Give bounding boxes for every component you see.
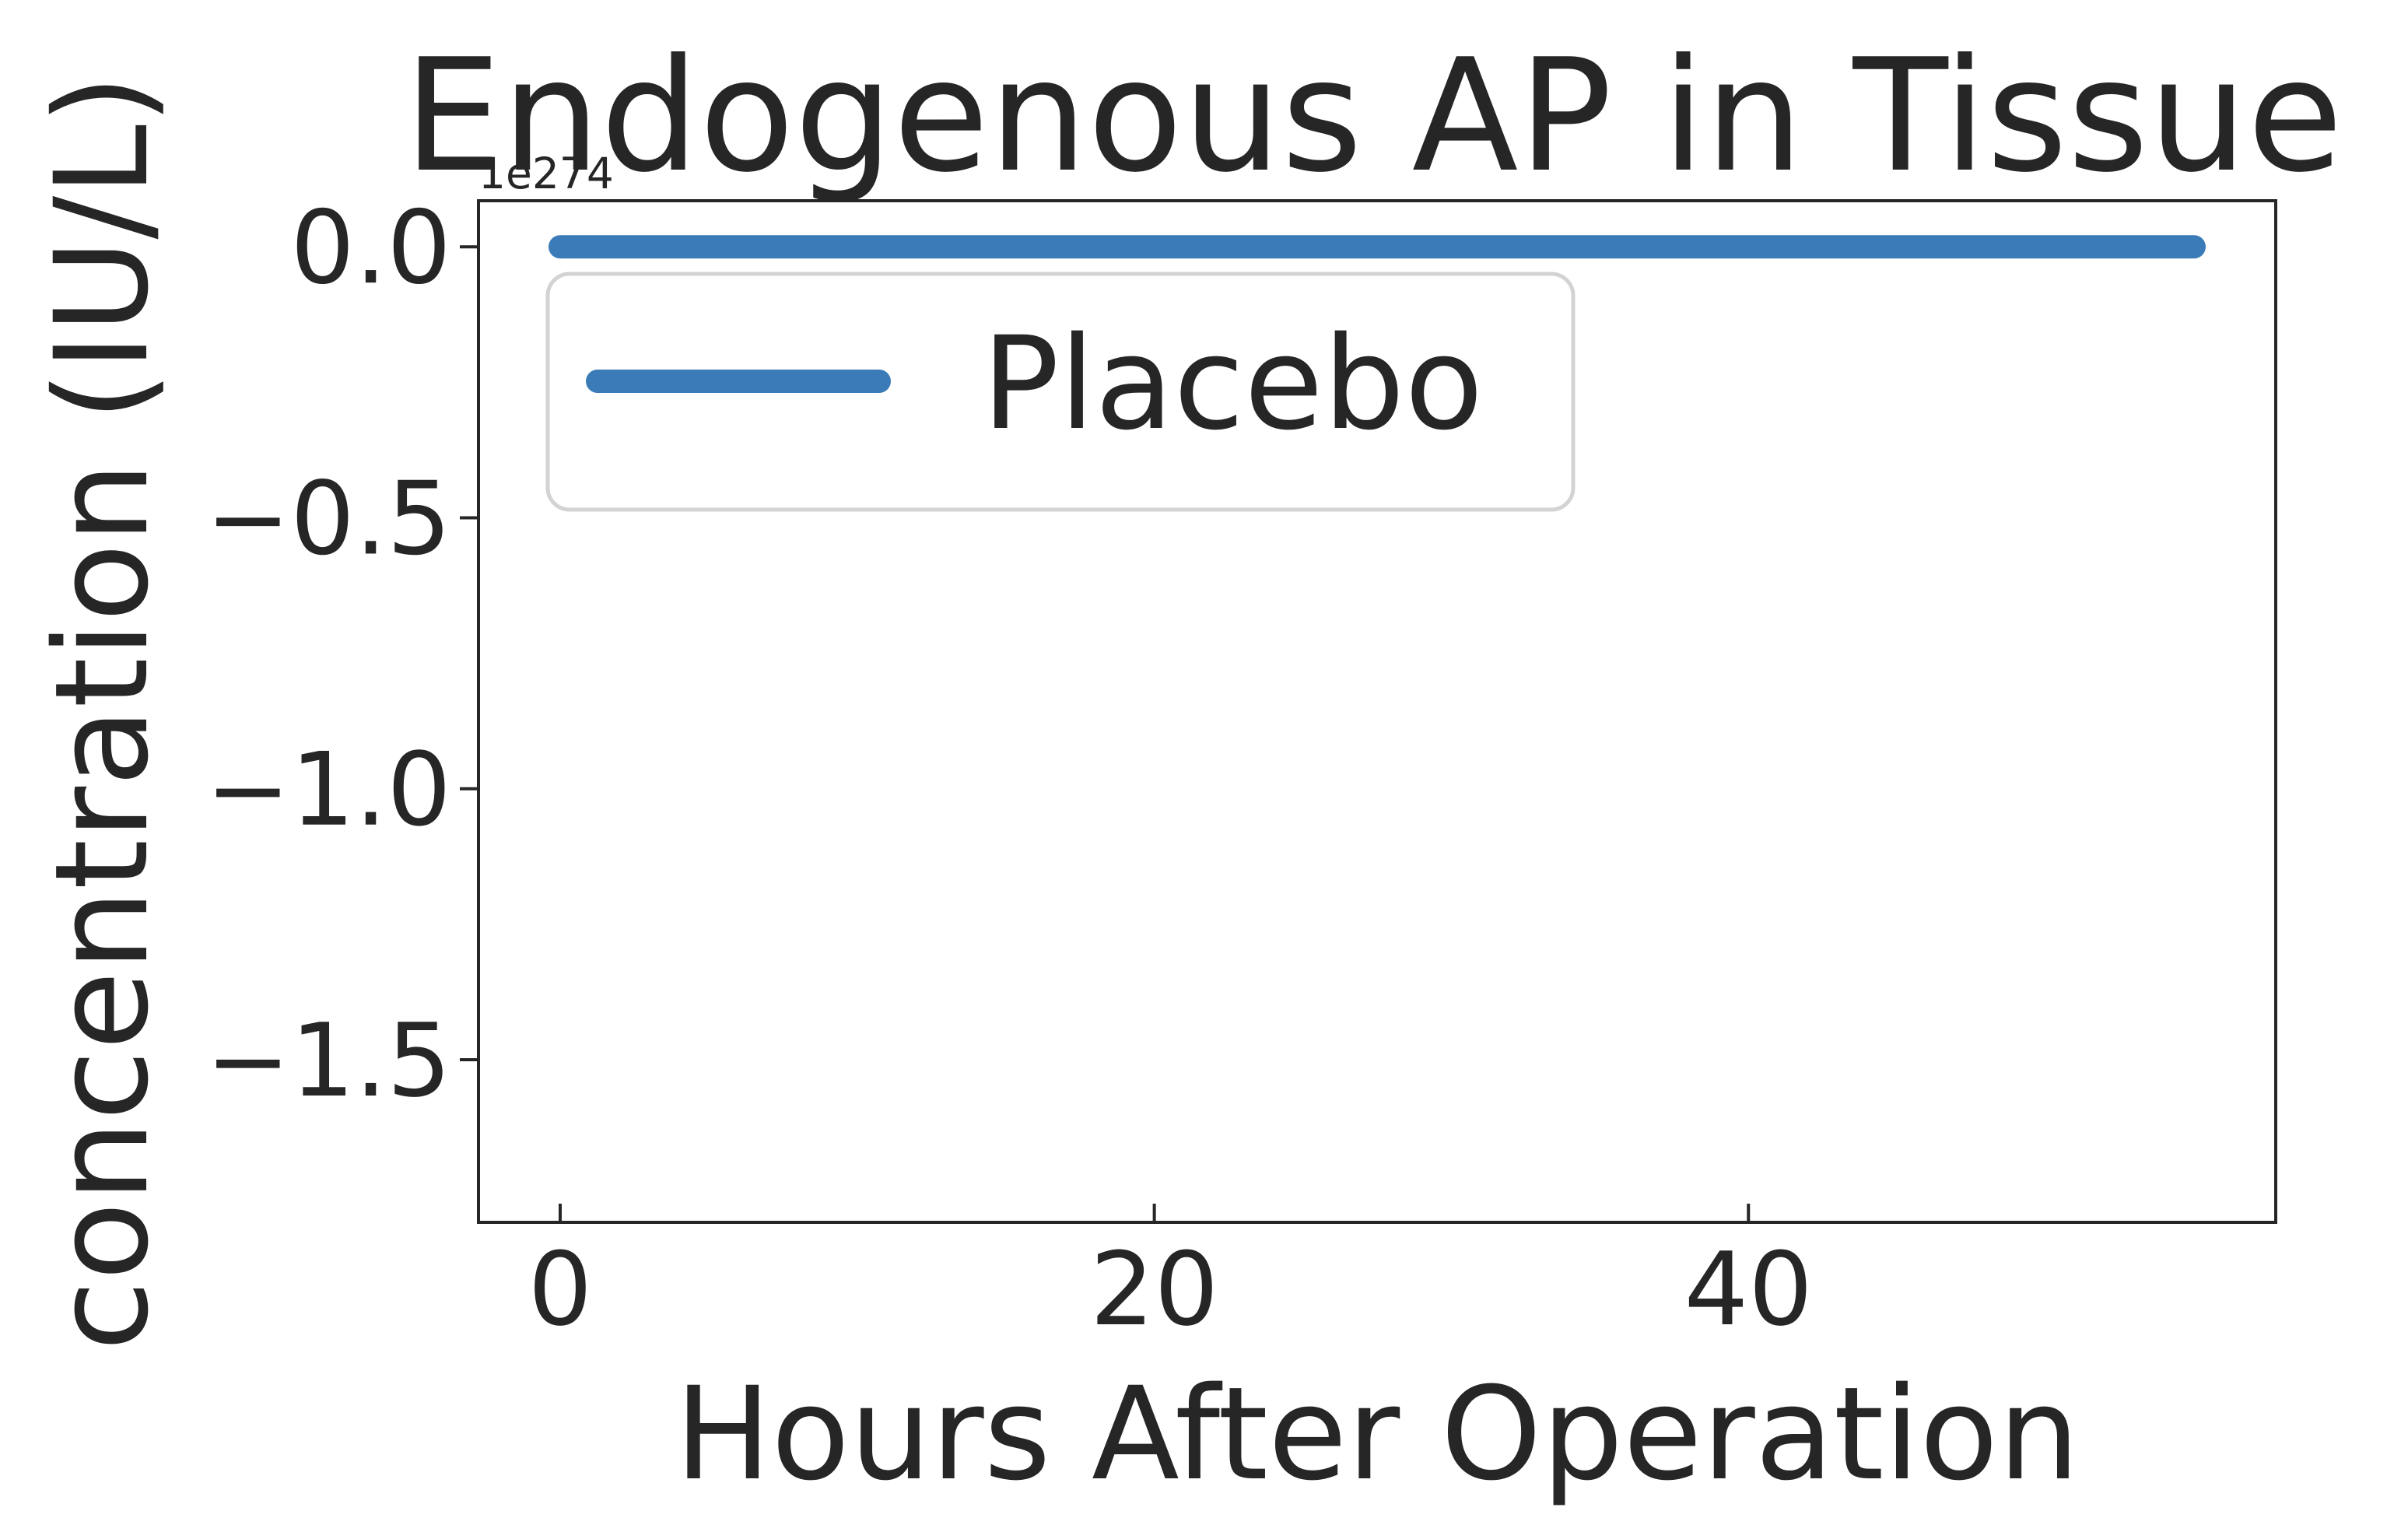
legend-box xyxy=(545,272,1576,512)
x-tick-label: 0 xyxy=(528,1230,593,1348)
y-axis-ticks: 0.0 −0.5 −1.0 −1.5 xyxy=(205,188,478,1120)
x-axis-label: Hours After Operation xyxy=(675,1359,2080,1509)
y-tick-label: −1.0 xyxy=(205,731,451,849)
legend-label-placebo: Placebo xyxy=(982,309,1483,458)
chart-title: Endogenous AP in Tissue xyxy=(404,26,2343,207)
x-tick-label: 20 xyxy=(1090,1230,1218,1348)
y-tick-label: −0.5 xyxy=(205,459,451,577)
legend: Placebo xyxy=(545,272,1576,512)
y-tick-label: 0.0 xyxy=(290,188,451,307)
y-offset-text: 1e274 xyxy=(478,149,614,198)
y-axis-label: concentration (IU/L) xyxy=(27,75,177,1351)
x-tick-label: 40 xyxy=(1684,1230,1813,1348)
plot-area xyxy=(477,199,2277,1224)
y-tick-label: −1.5 xyxy=(205,1001,451,1120)
x-axis-ticks: 0 20 40 xyxy=(528,1204,1813,1348)
